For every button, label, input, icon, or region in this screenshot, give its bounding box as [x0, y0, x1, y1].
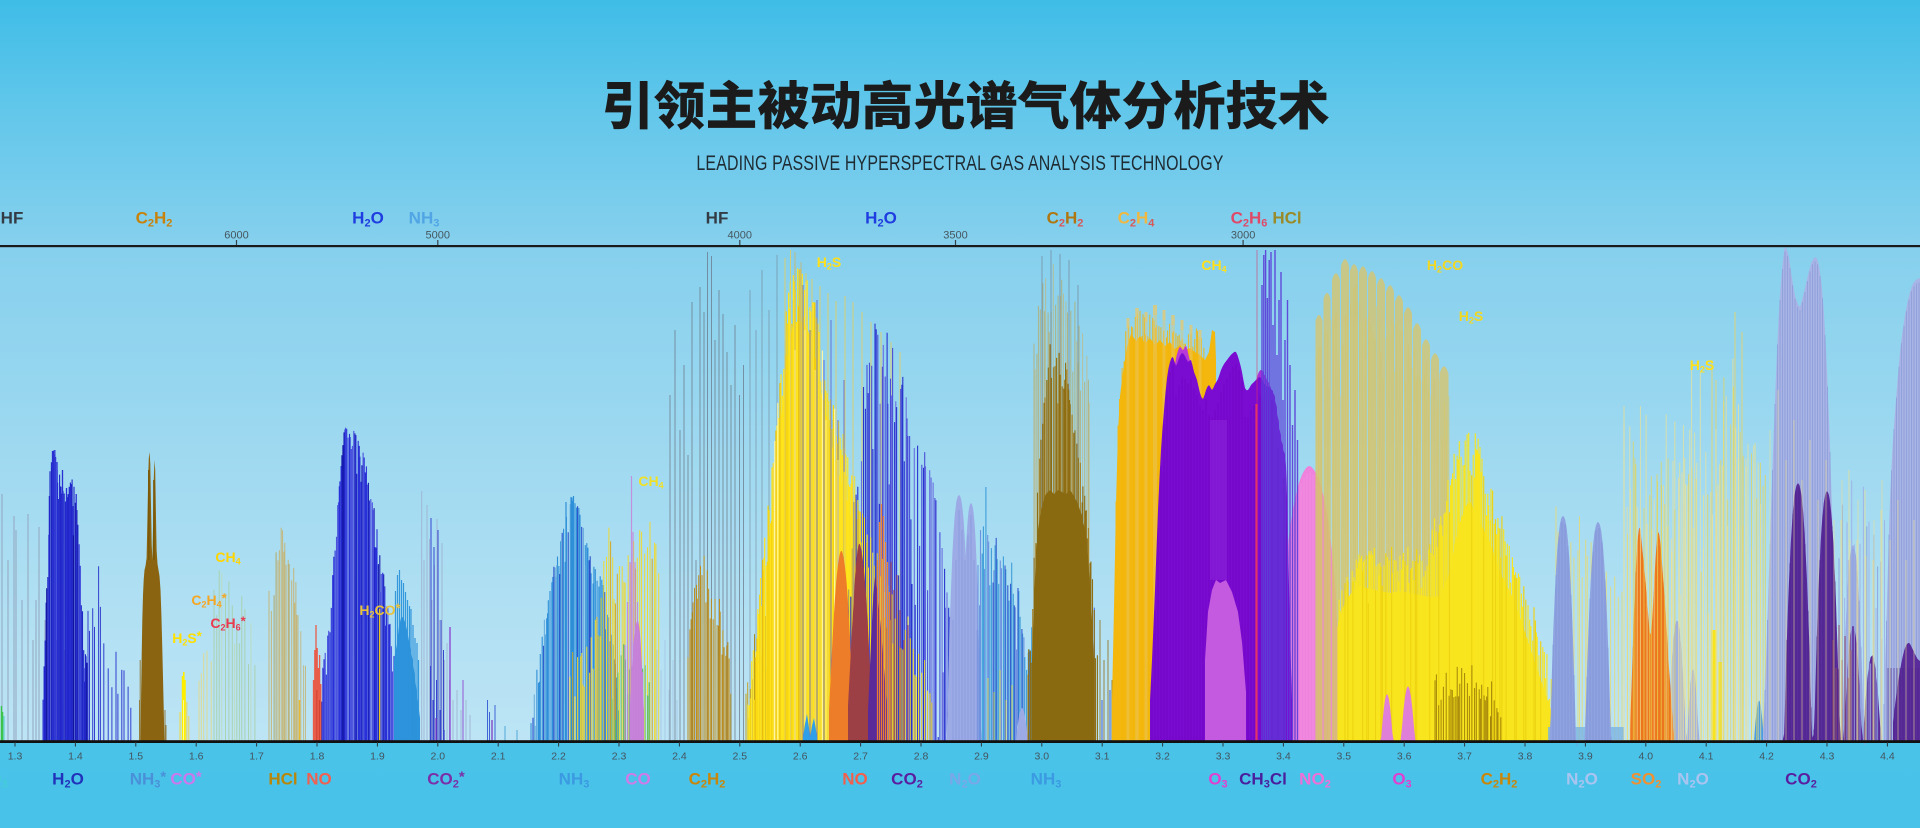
svg-text:1.7: 1.7 — [249, 751, 264, 763]
svg-text:CH4​: CH4​ — [215, 549, 240, 567]
svg-text:4.0: 4.0 — [1638, 751, 1653, 763]
svg-text:4000: 4000 — [728, 230, 752, 242]
svg-text:2.8: 2.8 — [914, 751, 929, 763]
svg-text:C2​H4​*​: C2​H4​*​ — [191, 591, 227, 610]
svg-text:3.0: 3.0 — [1034, 751, 1049, 763]
svg-text:CH4​: CH4​ — [638, 473, 663, 491]
svg-text:CO: CO — [625, 770, 651, 789]
svg-text:C2​H6​: C2​H6​ — [1231, 209, 1268, 230]
svg-text:3500: 3500 — [943, 230, 967, 242]
svg-text:3.5: 3.5 — [1336, 751, 1351, 763]
svg-text:NH3​: NH3​ — [1031, 770, 1062, 791]
svg-text:2.4: 2.4 — [672, 751, 687, 763]
svg-text:N2​O: N2​O — [1566, 770, 1598, 791]
svg-text:CH3​Cl: CH3​Cl — [1239, 770, 1287, 791]
svg-text:O3​: O3​ — [1208, 770, 1227, 791]
svg-text:H2​S: H2​S — [1690, 357, 1714, 375]
svg-text:6000: 6000 — [224, 230, 248, 242]
svg-text:CO2​*​: CO2​*​ — [427, 768, 465, 790]
svg-text:CH4​: CH4​ — [1201, 257, 1226, 275]
svg-text:NH3​: NH3​ — [559, 770, 590, 791]
svg-text:2.2: 2.2 — [551, 751, 566, 763]
svg-text:NO2​: NO2​ — [1299, 770, 1331, 791]
svg-text:3.6: 3.6 — [1397, 751, 1412, 763]
svg-text:3.1: 3.1 — [1095, 751, 1110, 763]
svg-text:H2​CO: H2​CO — [1427, 257, 1463, 275]
svg-text:C2​H2​: C2​H2​ — [1481, 770, 1518, 791]
svg-text:2.3: 2.3 — [612, 751, 627, 763]
svg-text:H2​S*​: H2​S*​ — [172, 629, 202, 648]
svg-text:3.2: 3.2 — [1155, 751, 1170, 763]
svg-text:4.3: 4.3 — [1820, 751, 1835, 763]
svg-text:H2​O: H2​O — [52, 770, 84, 791]
svg-text:O3​: O3​ — [0, 770, 8, 791]
svg-text:C2​H4​: C2​H4​ — [1118, 209, 1156, 230]
svg-text:3.9: 3.9 — [1578, 751, 1593, 763]
svg-text:C2​H6​*​: C2​H6​*​ — [210, 614, 246, 633]
svg-text:4.1: 4.1 — [1699, 751, 1714, 763]
svg-text:CO*​: CO*​ — [170, 768, 202, 788]
svg-text:CO2​: CO2​ — [1785, 770, 1817, 791]
svg-text:H2​S: H2​S — [1459, 308, 1483, 326]
svg-text:H2​O: H2​O — [352, 209, 384, 230]
svg-text:NH3​*​: NH3​*​ — [130, 768, 167, 790]
svg-text:HF: HF — [1, 209, 24, 228]
svg-text:NO: NO — [306, 770, 332, 789]
svg-text:C2​H2​: C2​H2​ — [1047, 209, 1084, 230]
svg-text:1.3: 1.3 — [8, 751, 23, 763]
svg-text:H2​O: H2​O — [865, 209, 897, 230]
svg-text:1.6: 1.6 — [189, 751, 204, 763]
svg-text:5000: 5000 — [426, 230, 450, 242]
svg-text:HF: HF — [706, 209, 729, 228]
svg-text:3.3: 3.3 — [1216, 751, 1231, 763]
svg-text:2.6: 2.6 — [793, 751, 808, 763]
svg-text:2.5: 2.5 — [732, 751, 747, 763]
svg-text:3.4: 3.4 — [1276, 751, 1291, 763]
svg-text:2.7: 2.7 — [853, 751, 868, 763]
svg-text:1.8: 1.8 — [310, 751, 325, 763]
svg-text:3000: 3000 — [1231, 230, 1255, 242]
svg-text:HCl: HCl — [268, 770, 297, 789]
svg-text:3.7: 3.7 — [1457, 751, 1472, 763]
svg-text:H2​CO*​: H2​CO*​ — [359, 601, 401, 620]
svg-text:3.8: 3.8 — [1518, 751, 1533, 763]
svg-text:NO: NO — [842, 770, 868, 789]
svg-text:1.4: 1.4 — [68, 751, 83, 763]
svg-text:SO2​: SO2​ — [1631, 770, 1662, 791]
svg-text:2.1: 2.1 — [491, 751, 506, 763]
svg-text:C2​H2​: C2​H2​ — [689, 770, 726, 791]
svg-text:C2​H2​: C2​H2​ — [136, 209, 173, 230]
svg-text:4.4: 4.4 — [1880, 751, 1895, 763]
svg-text:2.0: 2.0 — [430, 751, 445, 763]
svg-text:1.9: 1.9 — [370, 751, 385, 763]
svg-text:CO2​: CO2​ — [891, 770, 923, 791]
svg-text:O3​: O3​ — [1392, 770, 1411, 791]
svg-text:N2​O: N2​O — [1677, 770, 1709, 791]
svg-text:2.9: 2.9 — [974, 751, 989, 763]
svg-text:HCl: HCl — [1272, 209, 1301, 228]
svg-text:1.5: 1.5 — [128, 751, 143, 763]
svg-text:N2​O: N2​O — [949, 770, 981, 791]
svg-text:4.2: 4.2 — [1759, 751, 1774, 763]
svg-text:NH3​: NH3​ — [409, 209, 440, 230]
svg-text:H2​S: H2​S — [817, 254, 841, 272]
